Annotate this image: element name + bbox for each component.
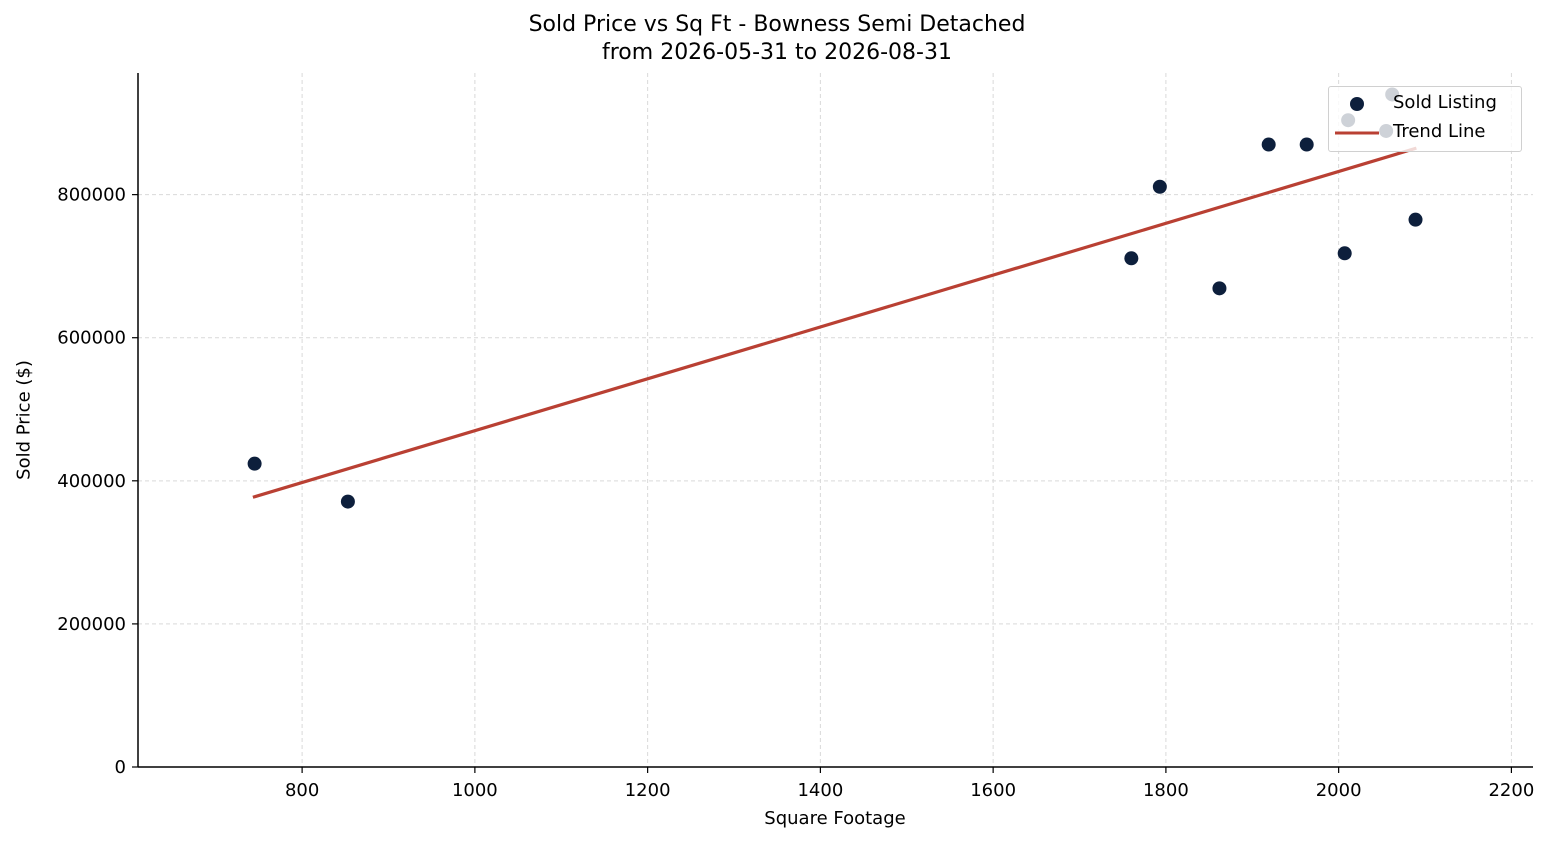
x-tick-label: 1400	[797, 780, 843, 801]
data-point	[1408, 212, 1423, 227]
chart-title: Sold Price vs Sq Ft - Bowness Semi Detac…	[528, 12, 1026, 37]
trend-line	[252, 146, 1417, 499]
x-tick-label: 1000	[452, 780, 498, 801]
y-tick-label: 600000	[57, 328, 126, 349]
x-tick-label: 1600	[970, 780, 1016, 801]
legend-label-trend-line: Trend Line	[1393, 121, 1486, 142]
trend-line-layer	[252, 146, 1417, 499]
x-tick-label: 800	[285, 780, 319, 801]
data-point	[340, 494, 355, 509]
x-tick-label: 2200	[1488, 780, 1534, 801]
y-tick-label: 0	[115, 757, 126, 778]
data-point	[1337, 246, 1352, 261]
legend-marker-dot	[1350, 97, 1364, 111]
legend-marker-line	[1335, 131, 1379, 135]
tick-labels: 800 1000 1200 1400 1600 1800 2000 2200 0 200000 40…	[57, 185, 1534, 801]
legend-item-sold-listing: Sold Listing	[1329, 90, 1521, 118]
legend-label-sold-listing: Sold Listing	[1393, 92, 1497, 113]
data-point	[247, 456, 262, 471]
data-point	[1212, 281, 1227, 296]
y-tick-label: 400000	[57, 471, 126, 492]
data-point	[1261, 137, 1276, 152]
axes	[132, 73, 1533, 773]
y-tick-label: 200000	[57, 614, 126, 635]
legend-item-trend-line: Trend Line	[1329, 119, 1521, 147]
chart-subtitle: from 2026-05-31 to 2026-08-31	[602, 40, 952, 65]
data-point	[1124, 251, 1139, 266]
data-point	[1299, 137, 1314, 152]
x-tick-label: 1200	[625, 780, 671, 801]
y-tick-label: 800000	[57, 185, 126, 206]
data-point	[1152, 179, 1167, 194]
x-tick-label: 1800	[1143, 780, 1189, 801]
legend: Sold Listing Trend Line	[1328, 86, 1522, 152]
x-axis-label: Square Footage	[764, 808, 906, 829]
x-tick-label: 2000	[1316, 780, 1362, 801]
y-axis-label: Sold Price ($)	[13, 360, 35, 480]
